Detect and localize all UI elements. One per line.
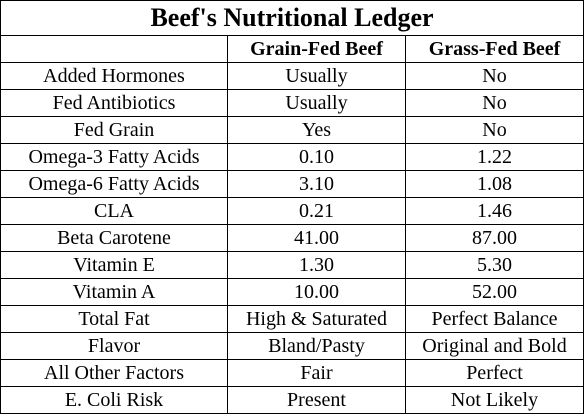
grass-fed-cell: 1.46 bbox=[404, 197, 585, 225]
factor-cell: Fed Antibiotics bbox=[0, 89, 228, 117]
grass-fed-cell: 1.22 bbox=[404, 143, 585, 171]
grain-fed-cell: 0.10 bbox=[227, 143, 406, 171]
grass-fed-cell: Perfect Balance bbox=[404, 305, 585, 333]
header-grass-fed: Grass-Fed Beef bbox=[404, 35, 585, 63]
table-title: Beef's Nutritional Ledger bbox=[0, 0, 585, 36]
factor-cell: Added Hormones bbox=[0, 62, 228, 90]
grain-fed-cell: 1.30 bbox=[227, 251, 406, 279]
factor-cell: Vitamin E bbox=[0, 251, 228, 279]
table-row: Flavor Bland/Pasty Original and Bold bbox=[0, 332, 585, 360]
grain-fed-cell: 3.10 bbox=[227, 170, 406, 198]
grass-fed-cell: 1.08 bbox=[404, 170, 585, 198]
header-row: Grain-Fed Beef Grass-Fed Beef bbox=[0, 35, 585, 63]
grain-fed-cell: Bland/Pasty bbox=[227, 332, 406, 360]
factor-cell: Omega-3 Fatty Acids bbox=[0, 143, 228, 171]
grain-fed-cell: Present bbox=[227, 386, 406, 414]
table-row: Omega-3 Fatty Acids 0.10 1.22 bbox=[0, 143, 585, 171]
factor-cell: Vitamin A bbox=[0, 278, 228, 306]
grain-fed-cell: Usually bbox=[227, 89, 406, 117]
grain-fed-cell: 0.21 bbox=[227, 197, 406, 225]
grain-fed-cell: Fair bbox=[227, 359, 406, 387]
grain-fed-cell: High & Saturated bbox=[227, 305, 406, 333]
table-row: All Other Factors Fair Perfect bbox=[0, 359, 585, 387]
table-row: CLA 0.21 1.46 bbox=[0, 197, 585, 225]
factor-cell: CLA bbox=[0, 197, 228, 225]
factor-cell: All Other Factors bbox=[0, 359, 228, 387]
header-grain-fed: Grain-Fed Beef bbox=[227, 35, 406, 63]
table-row: Beta Carotene 41.00 87.00 bbox=[0, 224, 585, 252]
table-row: Omega-6 Fatty Acids 3.10 1.08 bbox=[0, 170, 585, 198]
grass-fed-cell: No bbox=[404, 62, 585, 90]
grain-fed-cell: Yes bbox=[227, 116, 406, 144]
table-row: Fed Grain Yes No bbox=[0, 116, 585, 144]
header-blank-cell bbox=[0, 35, 228, 63]
grass-fed-cell: 87.00 bbox=[404, 224, 585, 252]
grass-fed-cell: Original and Bold bbox=[404, 332, 585, 360]
grain-fed-cell: 10.00 bbox=[227, 278, 406, 306]
factor-cell: Beta Carotene bbox=[0, 224, 228, 252]
title-row: Beef's Nutritional Ledger bbox=[0, 0, 585, 36]
grain-fed-cell: 41.00 bbox=[227, 224, 406, 252]
table-row: Added Hormones Usually No bbox=[0, 62, 585, 90]
factor-cell: Total Fat bbox=[0, 305, 228, 333]
grass-fed-cell: Perfect bbox=[404, 359, 585, 387]
grass-fed-cell: Not Likely bbox=[404, 386, 585, 414]
factor-cell: E. Coli Risk bbox=[0, 386, 228, 414]
grass-fed-cell: No bbox=[404, 116, 585, 144]
grass-fed-cell: 5.30 bbox=[404, 251, 585, 279]
grain-fed-cell: Usually bbox=[227, 62, 406, 90]
table-row: E. Coli Risk Present Not Likely bbox=[0, 386, 585, 414]
table-row: Total Fat High & Saturated Perfect Balan… bbox=[0, 305, 585, 333]
grass-fed-cell: 52.00 bbox=[404, 278, 585, 306]
table-row: Fed Antibiotics Usually No bbox=[0, 89, 585, 117]
factor-cell: Flavor bbox=[0, 332, 228, 360]
table-row: Vitamin A 10.00 52.00 bbox=[0, 278, 585, 306]
factor-cell: Omega-6 Fatty Acids bbox=[0, 170, 228, 198]
factor-cell: Fed Grain bbox=[0, 116, 228, 144]
grass-fed-cell: No bbox=[404, 89, 585, 117]
table-row: Vitamin E 1.30 5.30 bbox=[0, 251, 585, 279]
